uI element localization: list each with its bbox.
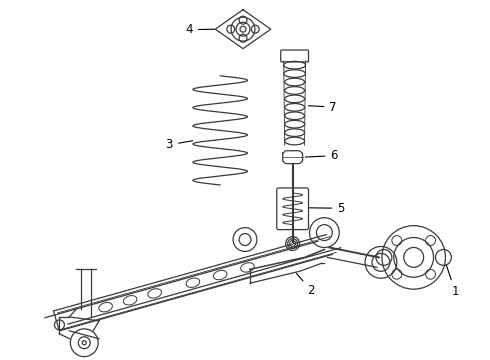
Text: 5: 5 xyxy=(309,202,344,215)
Text: 7: 7 xyxy=(308,100,337,113)
Text: 1: 1 xyxy=(446,265,459,298)
Text: 4: 4 xyxy=(185,23,215,36)
Text: 3: 3 xyxy=(166,138,193,151)
Text: 2: 2 xyxy=(296,273,315,297)
Text: 6: 6 xyxy=(305,149,338,162)
